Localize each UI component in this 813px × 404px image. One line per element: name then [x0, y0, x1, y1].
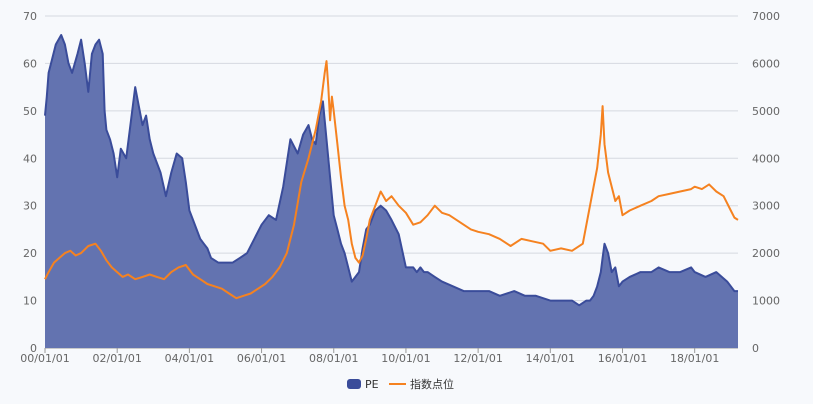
y-right-tick-label: 1000 [752, 295, 780, 308]
y-right-tick-label: 4000 [752, 152, 780, 165]
pe-line [44, 34, 738, 307]
index-line-series [44, 60, 739, 300]
pe-area-series [44, 34, 738, 348]
legend-item-index[interactable]: 指数点位 [389, 377, 454, 391]
y-right-tick-label: 5000 [752, 105, 780, 118]
x-tick-label: 02/01/01 [92, 352, 141, 365]
y-left-tick-label: 0 [30, 342, 37, 355]
y-left-tick-label: 60 [23, 57, 37, 70]
x-tick-label: 16/01/01 [598, 352, 647, 365]
x-tick-label: 14/01/01 [526, 352, 575, 365]
x-tick-label: 04/01/01 [165, 352, 214, 365]
y-right-tick-label: 2000 [752, 247, 780, 260]
legend[interactable]: PE 指数点位 [347, 377, 454, 391]
y-right-tick-label: 3000 [752, 200, 780, 213]
y-left-tick-label: 40 [23, 152, 37, 165]
y-right-tick-label: 6000 [752, 57, 780, 70]
y-left-tick-label: 70 [23, 10, 37, 23]
x-tick-label: 10/01/01 [381, 352, 430, 365]
y-right-tick-label: 0 [752, 342, 759, 355]
legend-index-label: 指数点位 [410, 377, 454, 391]
axes: 0 0 10 1000 20 2000 30 3000 40 4000 50 5000 60 6000 70… [20, 10, 780, 365]
y-left-tick-label: 10 [23, 295, 37, 308]
legend-pe-swatch [347, 379, 361, 389]
legend-item-pe[interactable]: PE [347, 378, 379, 391]
legend-pe-label: PE [365, 378, 379, 391]
index-line [44, 60, 739, 300]
y-left-tick-label: 30 [23, 200, 37, 213]
y-left-tick-label: 50 [23, 105, 37, 118]
y-right-tick-label: 7000 [752, 10, 780, 23]
x-tick-label: 06/01/01 [237, 352, 286, 365]
pe-area [45, 35, 738, 348]
x-tick-label: 00/01/01 [20, 352, 69, 365]
y-left-tick-label: 20 [23, 247, 37, 260]
x-tick-label: 12/01/01 [453, 352, 502, 365]
x-tick-label: 08/01/01 [309, 352, 358, 365]
x-tick-label: 18/01/01 [670, 352, 719, 365]
